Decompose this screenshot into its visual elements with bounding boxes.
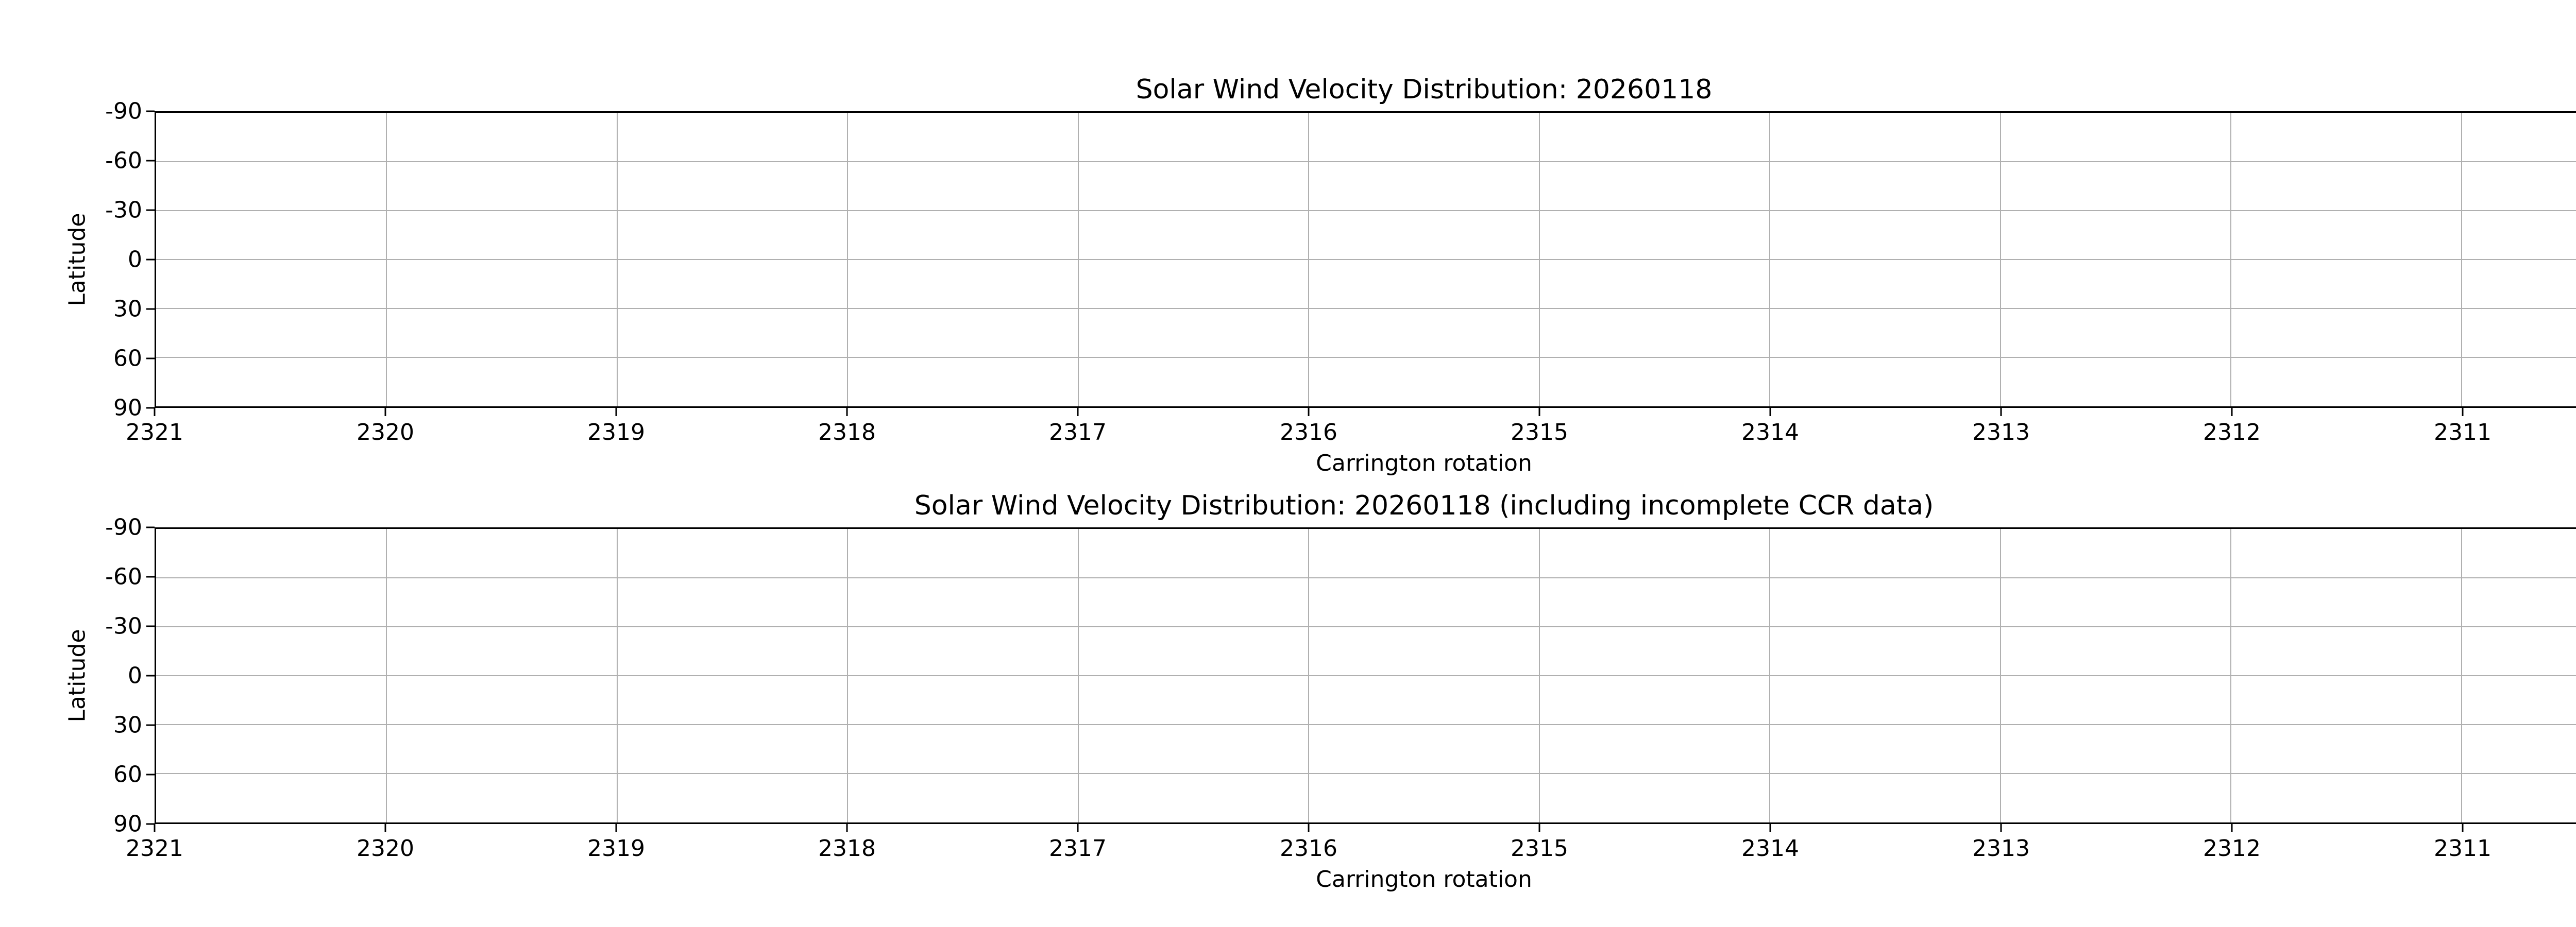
y-tick-mark: [146, 675, 155, 677]
y-tick-mark: [146, 576, 155, 578]
x-tick-label: 2315: [1511, 419, 1568, 445]
x-tick-mark: [2462, 824, 2464, 832]
x-tick-mark: [2231, 824, 2233, 832]
y-tick-mark: [146, 357, 155, 359]
x-tick-label: 2317: [1049, 835, 1107, 862]
gridline-horizontal: [156, 308, 2576, 309]
y-tick-label: -90: [105, 98, 142, 125]
x-tick-label: 2320: [357, 835, 414, 862]
plot-area: [155, 111, 2576, 408]
subplot-velocity-top: Solar Wind Velocity Distribution: 202601…: [64, 74, 2576, 476]
x-tick-label: 2320: [357, 419, 414, 445]
y-tick-label: -30: [105, 613, 142, 640]
x-tick-mark: [1308, 408, 1310, 416]
x-tick-mark: [2000, 824, 2002, 832]
x-tick-mark: [1538, 408, 1540, 416]
x-tick-mark: [615, 824, 617, 832]
x-tick-label: 2311: [2434, 419, 2492, 445]
x-axis-label: Carrington rotation: [1316, 866, 1532, 892]
x-tick-label: 2311: [2434, 835, 2492, 862]
x-tick-label: 2312: [2203, 835, 2261, 862]
x-tick-label: 2318: [818, 419, 876, 445]
x-tick-mark: [384, 824, 386, 832]
x-tick-label: 2317: [1049, 419, 1107, 445]
x-tick-label: 2312: [2203, 419, 2261, 445]
y-tick-label: 60: [113, 761, 142, 788]
x-tick-mark: [2231, 408, 2233, 416]
y-tick-label: 60: [113, 345, 142, 372]
y-tick-mark: [146, 259, 155, 261]
x-tick-label: 2315: [1511, 835, 1568, 862]
y-tick-label: 90: [113, 394, 142, 421]
x-tick-mark: [1077, 824, 1079, 832]
x-tick-label: 2314: [1741, 419, 1799, 445]
gridline-horizontal: [156, 773, 2576, 774]
x-tick-label: 2318: [818, 835, 876, 862]
y-tick-mark: [146, 308, 155, 310]
subplot-title: Solar Wind Velocity Distribution: 202601…: [914, 490, 1934, 521]
y-tick-label: 90: [113, 811, 142, 837]
y-tick-mark: [146, 110, 155, 112]
y-tick-label: 0: [128, 662, 142, 689]
x-tick-label: 2319: [587, 835, 645, 862]
x-tick-mark: [154, 824, 156, 832]
gridline-horizontal: [156, 161, 2576, 162]
x-tick-mark: [1077, 408, 1079, 416]
x-tick-label: 2321: [126, 835, 183, 862]
x-tick-mark: [154, 408, 156, 416]
gridline-horizontal: [156, 626, 2576, 627]
y-tick-mark: [146, 160, 155, 162]
y-tick-label: -30: [105, 197, 142, 224]
y-tick-mark: [146, 774, 155, 776]
x-tick-label: 2313: [1972, 835, 2030, 862]
x-tick-mark: [2462, 408, 2464, 416]
gridline-horizontal: [156, 577, 2576, 578]
x-tick-label: 2321: [126, 419, 183, 445]
y-axis-label: Latitude: [64, 213, 91, 306]
subplot-velocity-bottom: Solar Wind Velocity Distribution: 202601…: [64, 490, 2576, 892]
y-tick-label: 30: [113, 712, 142, 739]
y-tick-label: -60: [105, 147, 142, 174]
x-tick-label: 2313: [1972, 419, 2030, 445]
y-tick-mark: [146, 407, 155, 409]
gridline-horizontal: [156, 724, 2576, 725]
plot-area: [155, 527, 2576, 824]
gridline-horizontal: [156, 210, 2576, 211]
x-tick-label: 2314: [1741, 835, 1799, 862]
x-tick-mark: [2000, 408, 2002, 416]
gridline-horizontal: [156, 675, 2576, 676]
y-tick-label: 30: [113, 296, 142, 322]
y-tick-label: -90: [105, 514, 142, 541]
x-tick-mark: [1769, 824, 1771, 832]
x-tick-mark: [1769, 408, 1771, 416]
y-axis-label: Latitude: [64, 629, 91, 723]
x-tick-mark: [384, 408, 386, 416]
x-tick-mark: [846, 408, 848, 416]
x-tick-label: 2319: [587, 419, 645, 445]
y-tick-mark: [146, 823, 155, 825]
y-tick-mark: [146, 209, 155, 211]
x-tick-mark: [1538, 824, 1540, 832]
gridline-horizontal: [156, 259, 2576, 260]
x-tick-mark: [615, 408, 617, 416]
x-tick-mark: [846, 824, 848, 832]
y-tick-mark: [146, 724, 155, 726]
y-tick-mark: [146, 526, 155, 528]
y-tick-label: -60: [105, 563, 142, 590]
gridline-horizontal: [156, 357, 2576, 358]
y-tick-mark: [146, 625, 155, 627]
subplot-title: Solar Wind Velocity Distribution: 202601…: [1136, 74, 1713, 105]
x-tick-label: 2316: [1280, 835, 1337, 862]
x-axis-label: Carrington rotation: [1316, 450, 1532, 476]
x-tick-label: 2316: [1280, 419, 1337, 445]
x-tick-mark: [1308, 824, 1310, 832]
y-tick-label: 0: [128, 246, 142, 273]
